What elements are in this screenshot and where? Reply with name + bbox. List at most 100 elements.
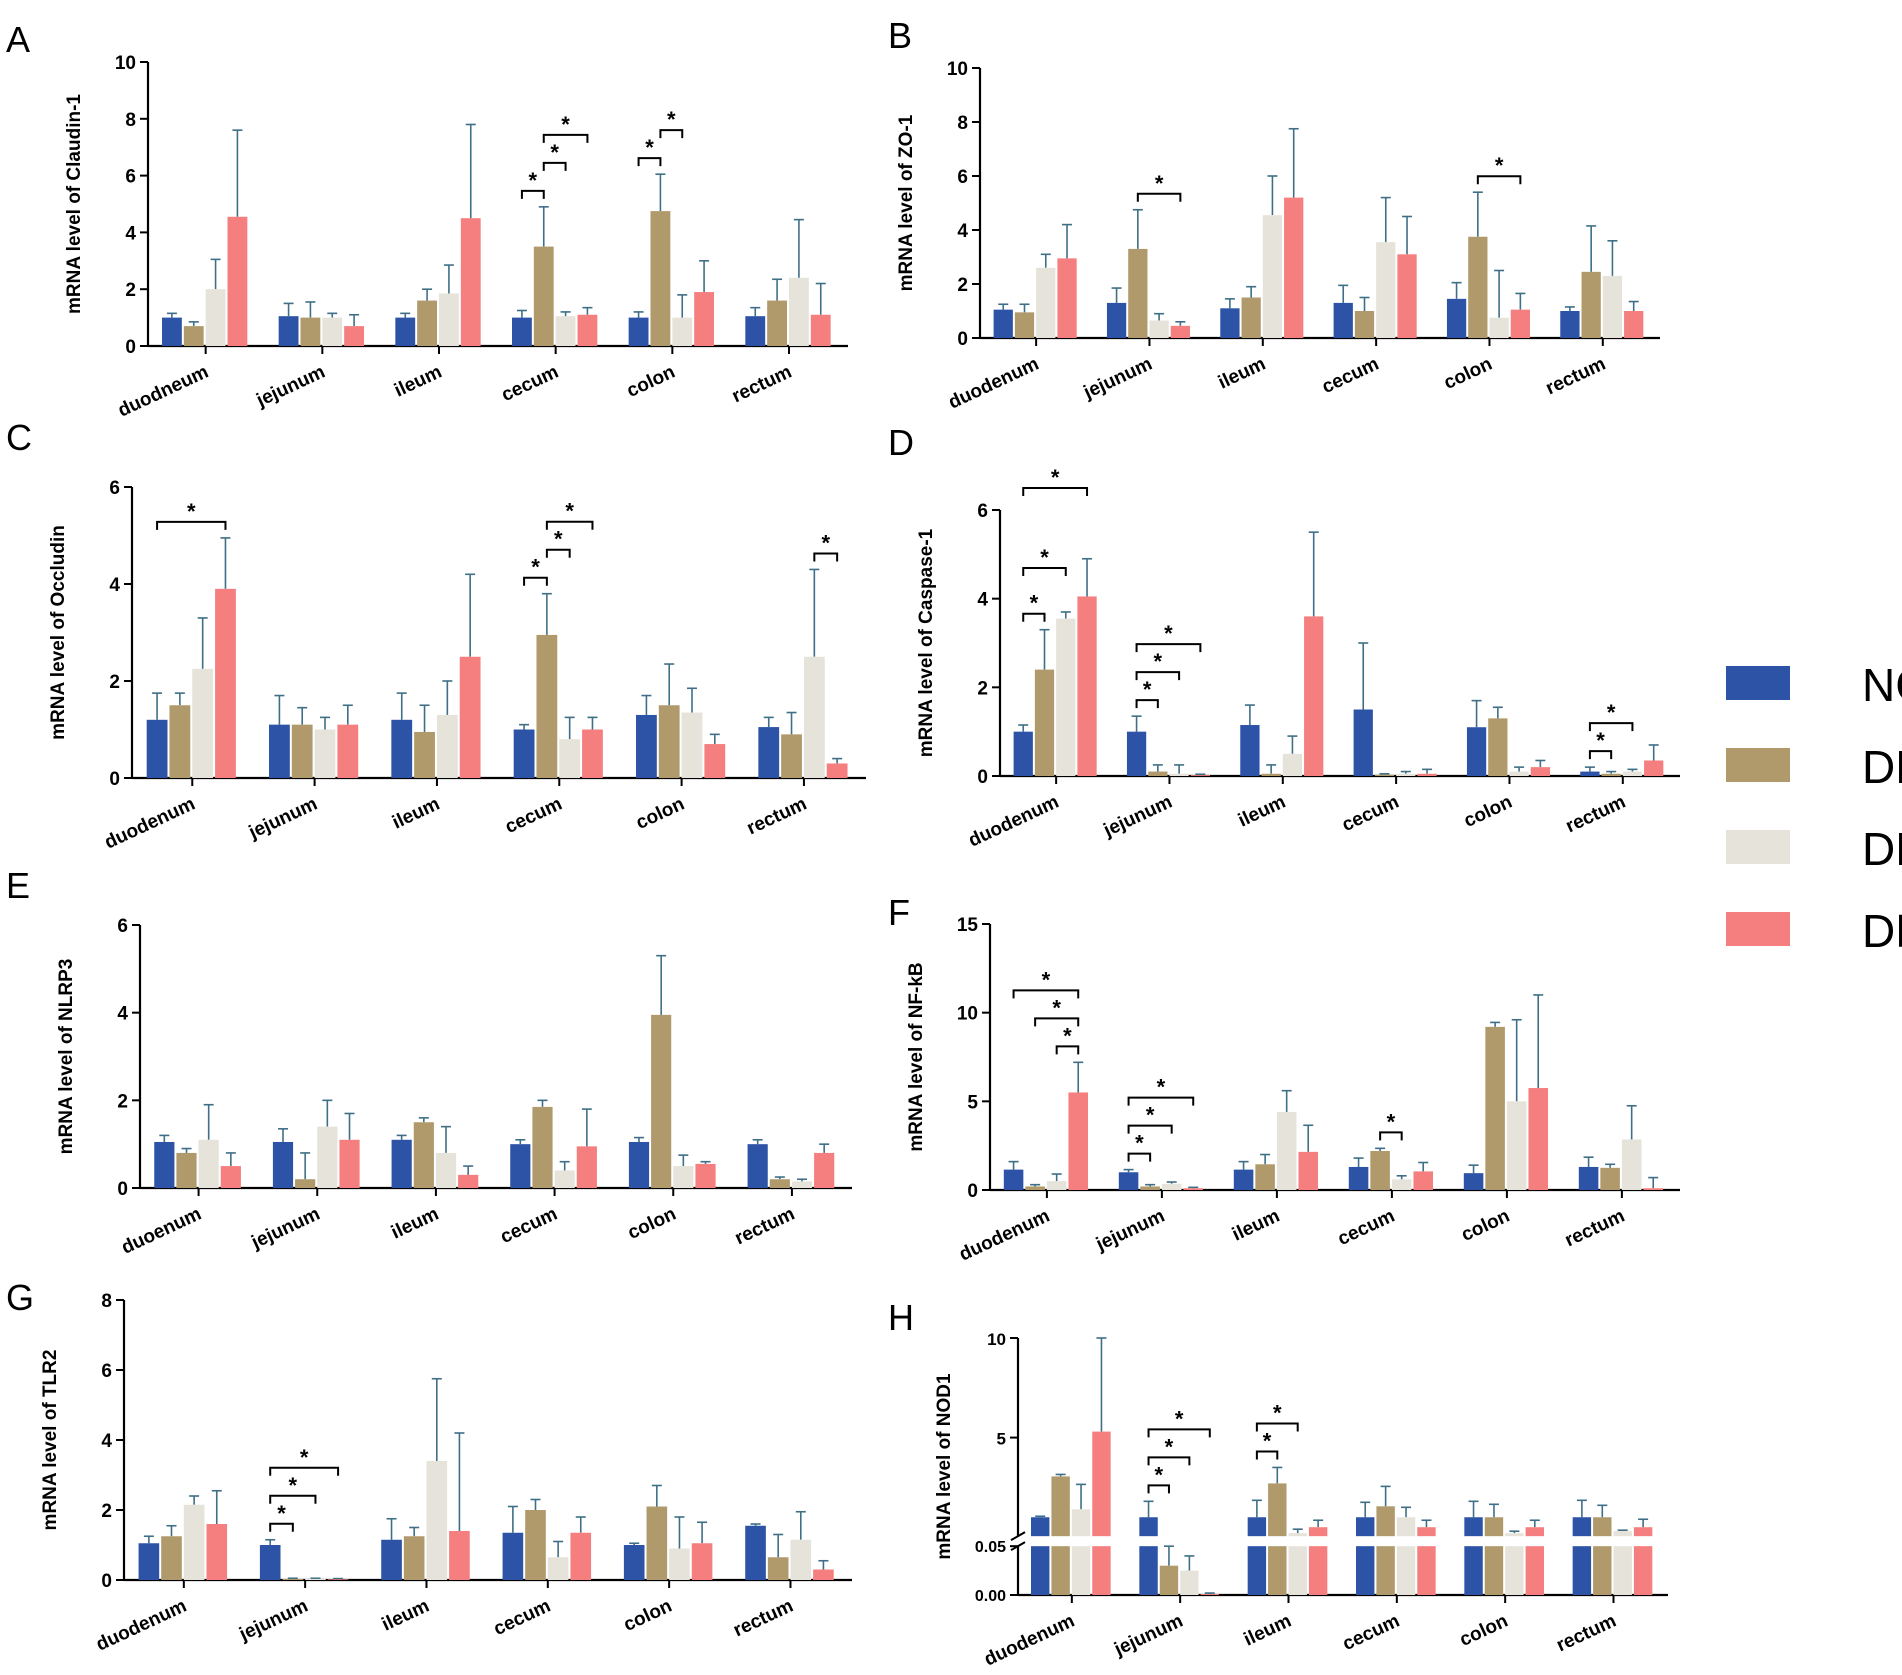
bar-dm [317, 1126, 338, 1188]
bar-dl [781, 734, 802, 778]
significance-star: * [561, 112, 570, 137]
bar-dh [327, 1579, 349, 1580]
legend-item-dl: DL [1726, 732, 1902, 814]
bar-nc [1106, 302, 1127, 338]
bar-dl [1034, 669, 1055, 776]
significance-bracket [1255, 1450, 1279, 1460]
bar-dl [1376, 1546, 1395, 1595]
x-tick-label: duodenum [93, 1595, 190, 1655]
bar-dl [658, 705, 680, 778]
bar-nc [628, 1141, 650, 1188]
bar-dm [1169, 773, 1189, 776]
bar-dh [1298, 1151, 1318, 1190]
significance-bracket [1135, 671, 1181, 681]
x-tick-label: cecum [497, 1203, 560, 1247]
y-tick-label: 0 [977, 767, 988, 788]
y-tick-label: 4 [101, 1431, 112, 1452]
significance-bracket [1022, 566, 1067, 576]
y-tick-label: 0 [125, 337, 136, 358]
significance-star: * [300, 1445, 309, 1470]
legend-swatch-nc [1726, 666, 1790, 700]
bar-dm [439, 293, 459, 346]
significance-bracket [1588, 750, 1613, 760]
legend-label-dl: DL [1862, 741, 1902, 793]
y-tick-label: 4 [109, 575, 120, 596]
bar-dl [169, 705, 191, 778]
panel-letter: B [888, 15, 912, 56]
x-tick-label: jejunum [253, 361, 329, 411]
bar-dm [1602, 275, 1623, 338]
bar-dm [789, 277, 809, 346]
bar-dm [1288, 1533, 1307, 1537]
panel-letter: D [888, 422, 914, 463]
y-tick-label: 6 [117, 916, 128, 937]
bar-nc [1572, 1517, 1592, 1537]
significance-star: * [1273, 1400, 1282, 1425]
bar-nc [1466, 727, 1487, 776]
bar-dm [1262, 215, 1283, 338]
bar-dl [1581, 271, 1601, 338]
bar-dl [1241, 297, 1261, 338]
y-tick-label: 10 [957, 1004, 978, 1025]
significance-star: * [1143, 677, 1152, 702]
bar-dh [810, 314, 831, 346]
bar-dl [282, 1578, 304, 1580]
x-tick-label: rectum [1562, 1205, 1628, 1251]
bar-dl [646, 1506, 668, 1580]
y-tick-label: 0.05 [975, 1539, 1006, 1556]
x-tick-label: cecum [1339, 791, 1402, 835]
bar-dm [1161, 1183, 1182, 1190]
bar-dm [435, 1152, 457, 1188]
bar-nc [1247, 1546, 1267, 1595]
significance-star: * [531, 555, 540, 580]
bar-nc [269, 724, 290, 778]
bar-dl [300, 317, 321, 346]
bar-nc [1220, 308, 1240, 338]
bar-dh [1643, 1188, 1663, 1190]
x-tick-label: ileum [1235, 791, 1289, 831]
bar-dm [1505, 1533, 1524, 1537]
bar-dl [183, 326, 204, 346]
bar-nc [993, 309, 1013, 338]
x-tick-label: rectum [729, 361, 795, 407]
x-tick-label: jejunum [235, 1595, 311, 1645]
bar-nc [272, 1141, 294, 1188]
significance-bracket [1127, 1124, 1173, 1134]
bar-dh [1057, 258, 1077, 338]
x-tick-label: duodneum [115, 361, 212, 421]
bar-dl [1601, 773, 1621, 776]
y-tick-label: 4 [977, 590, 988, 611]
significance-bracket [1147, 1484, 1170, 1494]
bar-dm [1288, 1546, 1307, 1595]
bar-dm [1396, 1517, 1416, 1537]
significance-star: * [1030, 591, 1039, 616]
x-tick-label: colon [1456, 1610, 1511, 1650]
bar-dh [1525, 1546, 1544, 1595]
significance-bracket [813, 552, 839, 562]
bar-dm [1046, 1181, 1067, 1190]
bar-dm [1396, 773, 1416, 776]
bar-nc [1118, 1172, 1139, 1190]
bar-dm [547, 1557, 569, 1580]
bar-nc [381, 1539, 402, 1580]
bar-dh [344, 326, 364, 346]
legend: NC DL DM DH [1726, 650, 1902, 978]
bar-nc [1356, 1546, 1375, 1595]
y-tick-label: 0 [117, 1179, 128, 1200]
significance-bracket [1127, 1096, 1195, 1106]
bar-nc [1572, 1546, 1592, 1595]
bar-dh [459, 656, 481, 778]
bar-nc [391, 719, 413, 778]
significance-star: * [565, 499, 574, 524]
significance-star: * [529, 168, 538, 193]
x-tick-label: rectum [1553, 1610, 1619, 1656]
y-tick-label: 0.00 [975, 1588, 1006, 1605]
bar-dl [1593, 1517, 1612, 1537]
bar-dh [1525, 1527, 1544, 1537]
legend-item-nc: NC [1726, 650, 1902, 732]
x-tick-label: cecum [498, 361, 561, 405]
bar-dl [1261, 773, 1281, 776]
